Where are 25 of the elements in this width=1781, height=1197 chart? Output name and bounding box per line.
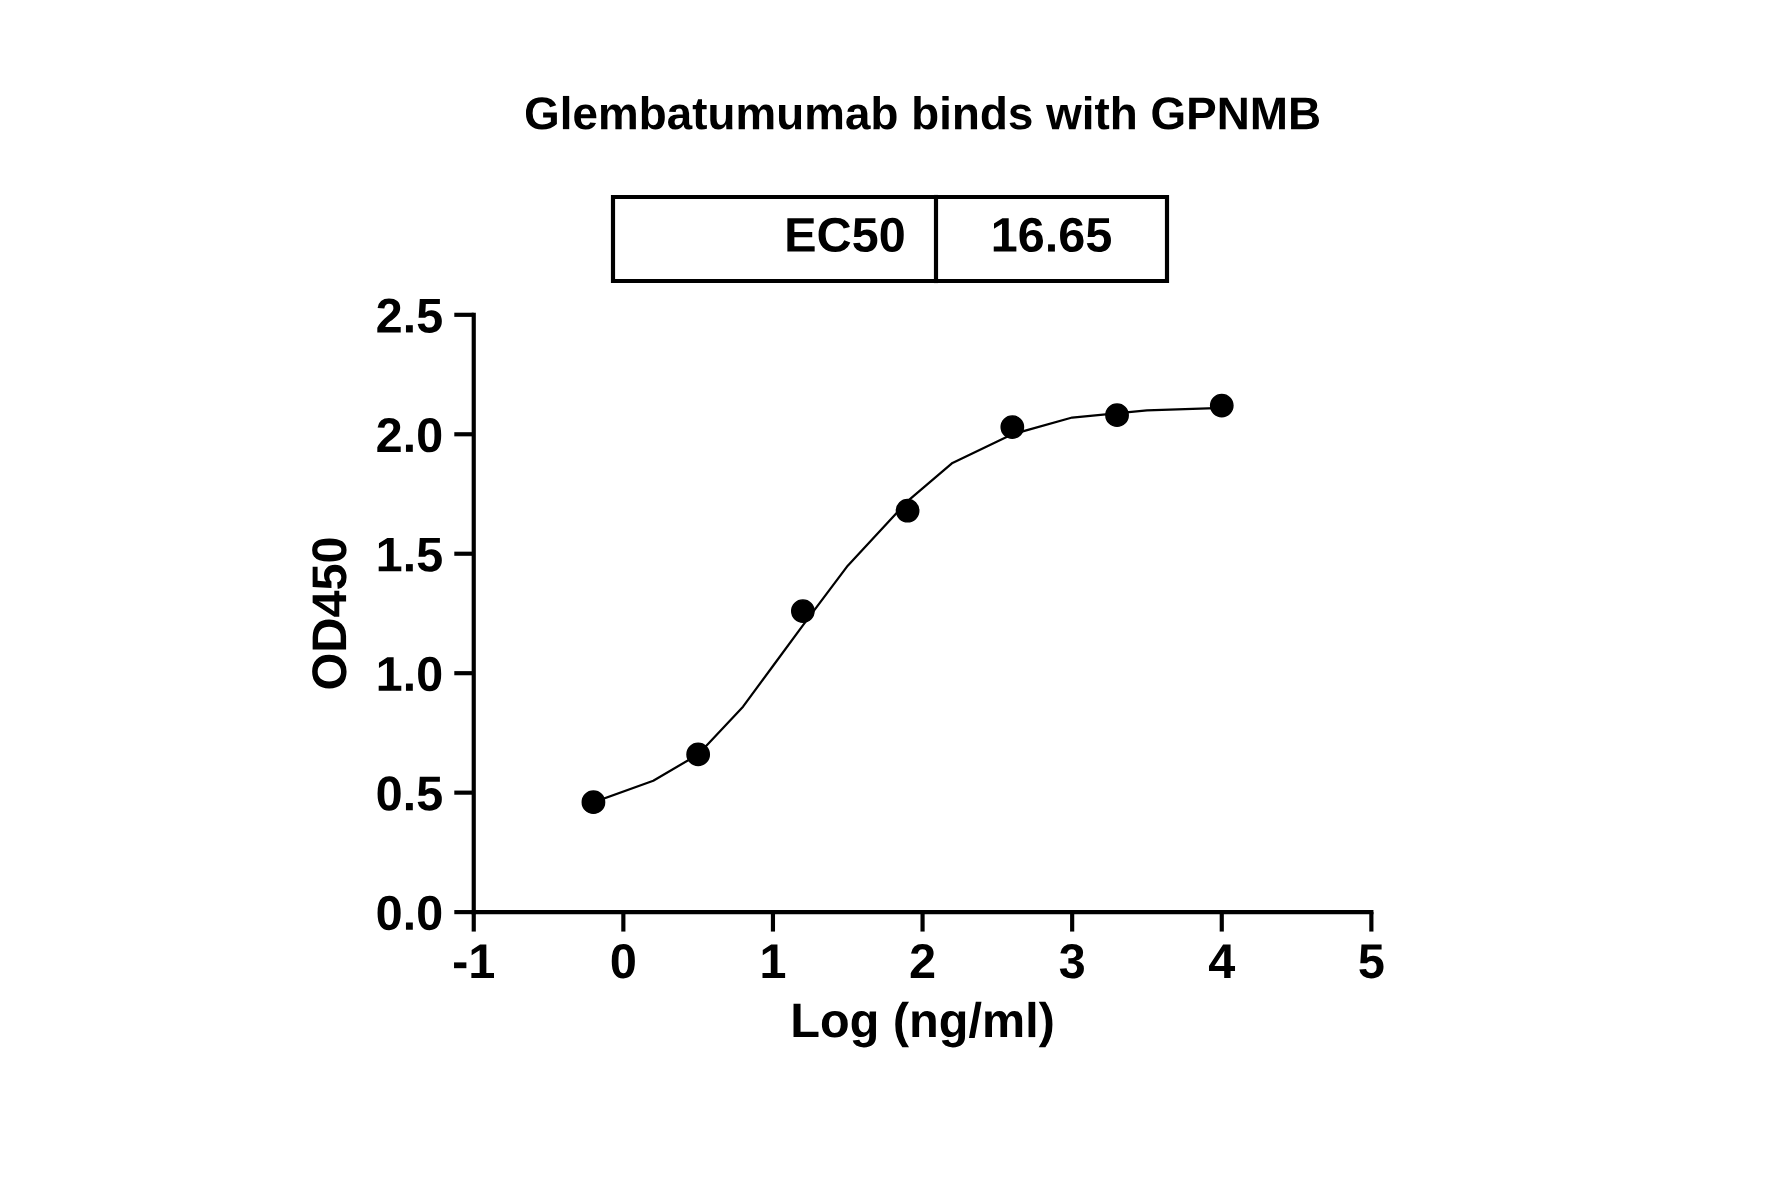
x-tick-label: 0	[611, 943, 635, 979]
y-tick-label: 1.5	[378, 537, 442, 572]
point	[1209, 393, 1234, 418]
point	[790, 599, 815, 623]
point	[895, 498, 920, 523]
y-axis-title: OD450	[312, 538, 347, 689]
point	[1105, 403, 1129, 428]
y-tick-label: 0.5	[377, 776, 442, 811]
y-tick-label: 1.0	[378, 656, 442, 692]
x-tick-label: 3	[1059, 943, 1084, 979]
x-tick-label: -1	[454, 944, 495, 978]
point	[686, 742, 711, 767]
chart-title: Glembatumumab binds with GPNMB	[525, 95, 1319, 130]
x-tick-label: 4	[1208, 944, 1236, 978]
y-tick-label: 0.0	[377, 895, 442, 931]
text: 16.65	[993, 217, 1111, 253]
y-tick-label: 2.0	[377, 417, 442, 453]
point	[1000, 415, 1025, 439]
x-axis-title: Log (ng/ml)	[793, 1001, 1053, 1048]
x-tick-label: 2	[910, 943, 935, 978]
text: EC50	[787, 217, 904, 253]
y-tick-label: 2.5	[377, 298, 442, 333]
x-tick-label: 5	[1359, 944, 1384, 979]
x-tick-label: 1	[762, 944, 786, 978]
point	[581, 790, 606, 815]
